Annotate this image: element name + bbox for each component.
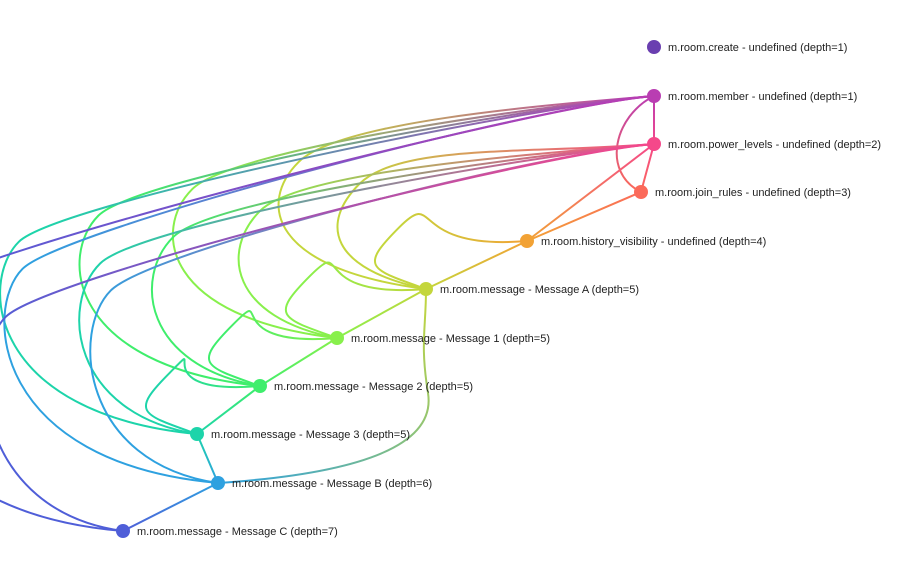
edge-msg2-to-msg1 bbox=[259, 337, 338, 387]
node-label: m.room.message - Message B (depth=6) bbox=[232, 478, 432, 490]
node-dot[interactable] bbox=[647, 89, 661, 103]
nodes-layer: m.room.create - undefined (depth=1) m.roo… bbox=[116, 40, 881, 538]
edge-join_rules-to-power_levels bbox=[640, 143, 655, 193]
node-label: m.room.message - Message A (depth=5) bbox=[440, 284, 639, 296]
edge-msgC-to-member bbox=[0, 95, 655, 532]
node-label: m.room.history_visibility - undefined (d… bbox=[541, 236, 766, 248]
node-label: m.room.join_rules - undefined (depth=3) bbox=[655, 187, 851, 199]
node-dot[interactable] bbox=[647, 137, 661, 151]
node-label: m.room.member - undefined (depth=1) bbox=[668, 91, 857, 103]
edge-msg1-to-msgA bbox=[284, 261, 427, 339]
node-power_levels[interactable]: m.room.power_levels - undefined (depth=2… bbox=[647, 137, 881, 151]
edge-msgC-to-power_levels bbox=[0, 143, 655, 532]
edge-msg3-to-member bbox=[0, 95, 655, 435]
node-label: m.room.message - Message C (depth=7) bbox=[137, 526, 338, 538]
edge-msgA-to-history_visibility bbox=[425, 240, 528, 290]
node-dot[interactable] bbox=[520, 234, 534, 248]
edge-join_rules-to-member bbox=[615, 95, 655, 193]
node-msg2[interactable]: m.room.message - Message 2 (depth=5) bbox=[253, 379, 473, 393]
edge-msg1-to-power_levels bbox=[237, 143, 655, 339]
node-label: m.room.create - undefined (depth=1) bbox=[668, 42, 847, 54]
node-dot[interactable] bbox=[634, 185, 648, 199]
edge-msg1-to-member bbox=[171, 95, 655, 339]
node-label: m.room.message - Message 1 (depth=5) bbox=[351, 333, 550, 345]
node-dot[interactable] bbox=[647, 40, 661, 54]
edge-msgB-to-msgA bbox=[217, 288, 430, 484]
node-dot[interactable] bbox=[190, 427, 204, 441]
node-label: m.room.message - Message 2 (depth=5) bbox=[274, 381, 473, 393]
edges-layer bbox=[0, 95, 655, 532]
node-dot[interactable] bbox=[419, 282, 433, 296]
node-dot[interactable] bbox=[211, 476, 225, 490]
edge-msgA-to-power_levels bbox=[336, 143, 655, 290]
edge-msg3-to-power_levels bbox=[78, 143, 655, 435]
edge-msg3-to-msg2 bbox=[144, 358, 261, 435]
edge-msg2-to-msg1 bbox=[207, 310, 338, 387]
node-join_rules[interactable]: m.room.join_rules - undefined (depth=3) bbox=[634, 185, 851, 199]
edge-msgA-to-history_visibility bbox=[373, 213, 528, 290]
edge-history_visibility-to-power_levels bbox=[526, 143, 655, 242]
node-dot[interactable] bbox=[116, 524, 130, 538]
node-dot[interactable] bbox=[253, 379, 267, 393]
edge-msg1-to-msgA bbox=[336, 288, 427, 339]
node-history_visibility[interactable]: m.room.history_visibility - undefined (d… bbox=[520, 234, 766, 248]
node-msg3[interactable]: m.room.message - Message 3 (depth=5) bbox=[190, 427, 410, 441]
node-label: m.room.message - Message 3 (depth=5) bbox=[211, 429, 410, 441]
node-member[interactable]: m.room.member - undefined (depth=1) bbox=[647, 89, 857, 103]
node-msgB[interactable]: m.room.message - Message B (depth=6) bbox=[211, 476, 432, 490]
node-dot[interactable] bbox=[330, 331, 344, 345]
edge-msg2-to-power_levels bbox=[151, 143, 655, 387]
node-msgA[interactable]: m.room.message - Message A (depth=5) bbox=[419, 282, 639, 296]
edge-msgC-to-msgB bbox=[122, 482, 219, 532]
edge-history_visibility-to-join_rules bbox=[526, 191, 642, 242]
edge-msgB-to-msg3 bbox=[196, 433, 219, 484]
node-label: m.room.power_levels - undefined (depth=2… bbox=[668, 139, 881, 151]
node-msgC[interactable]: m.room.message - Message C (depth=7) bbox=[116, 524, 338, 538]
node-msg1[interactable]: m.room.message - Message 1 (depth=5) bbox=[330, 331, 550, 345]
edge-msg3-to-msg2 bbox=[196, 385, 261, 435]
node-create[interactable]: m.room.create - undefined (depth=1) bbox=[647, 40, 847, 54]
